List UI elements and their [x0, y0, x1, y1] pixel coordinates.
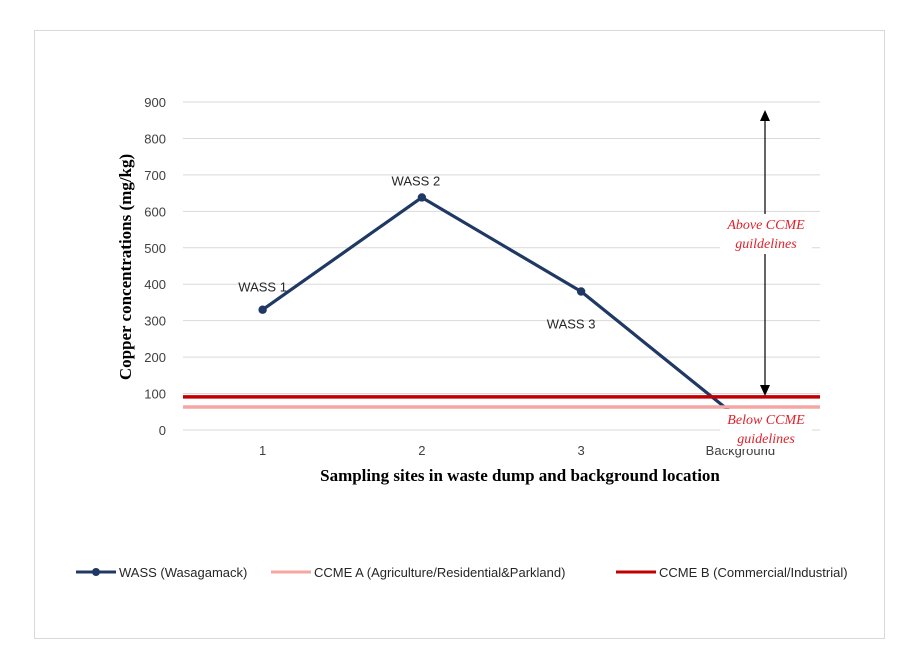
- data-points: [258, 193, 745, 424]
- x-tick-label: 1: [259, 443, 266, 458]
- data-point: [576, 287, 586, 296]
- legend-label: CCME A (Agriculture/Residential&Parkland…: [314, 565, 565, 580]
- y-axis-title: Copper concentrations (mg/kg): [116, 154, 135, 380]
- arrow-down-head: [760, 385, 770, 396]
- legend-label: CCME B (Commercial/Industrial): [659, 565, 848, 580]
- y-tick-label: 400: [144, 277, 166, 292]
- point-label: WASS 2: [392, 173, 441, 188]
- y-tick-label: 600: [144, 204, 166, 219]
- y-tick-labels: 0 100 200 300 400 500 600 700 800 900: [144, 95, 166, 438]
- arrow-up-head: [760, 110, 770, 121]
- annotation-text: guidelines: [737, 432, 795, 447]
- annotation-text: Below CCME: [727, 413, 805, 428]
- data-point: [258, 305, 267, 314]
- data-point: [417, 193, 427, 202]
- annotation-background: [720, 214, 812, 254]
- x-tick-labels: 1 2 3 Background: [259, 443, 775, 458]
- point-label: WASS 3: [547, 317, 596, 332]
- annotation-text: Above CCME: [726, 218, 805, 233]
- legend: WASS (Wasagamack) CCME A (Agriculture/Res…: [76, 565, 848, 580]
- x-tick-label: 2: [418, 443, 425, 458]
- y-tick-label: 900: [144, 95, 166, 110]
- y-tick-label: 200: [144, 350, 166, 365]
- annotations: Above CCME guildelines Below CCME guideline…: [720, 110, 812, 449]
- y-tick-label: 700: [144, 168, 166, 183]
- y-tick-label: 300: [144, 314, 166, 329]
- gridlines: [183, 101, 820, 431]
- y-tick-label: 100: [144, 387, 166, 402]
- x-tick-label: 3: [578, 443, 585, 458]
- series-lines: [183, 195, 820, 422]
- legend-label: WASS (Wasagamack): [119, 565, 247, 580]
- chart-frame: [34, 30, 885, 639]
- series-line: [261, 195, 742, 422]
- annotation-background: [720, 409, 812, 449]
- x-axis-title: Sampling sites in waste dump and backgro…: [320, 466, 720, 485]
- point-labels: WASS 1 WASS 2 WASS 3: [238, 173, 595, 331]
- legend-marker: [92, 568, 100, 576]
- y-tick-label: 800: [144, 131, 166, 146]
- y-tick-label: 0: [159, 423, 166, 438]
- y-tick-label: 500: [144, 241, 166, 256]
- point-label: WASS 1: [238, 280, 287, 295]
- annotation-text: guildelines: [735, 237, 797, 252]
